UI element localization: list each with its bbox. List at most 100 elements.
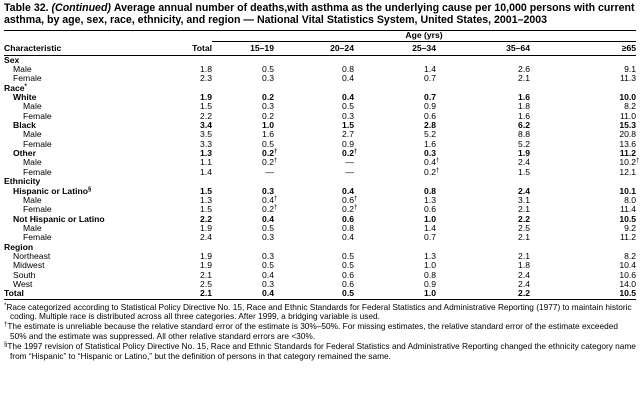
table-cell: 0.7 [354,92,436,102]
cell-text: 20.8 [619,129,637,140]
table-cell: 11.3 [530,74,636,83]
table-cell: 0.5 [274,261,354,270]
table-cell: 0.3 [212,250,274,261]
table-cell: 1.5 [154,102,212,111]
cell-text: Race [4,82,25,93]
cell-text: 1.5 [342,120,354,131]
table-cell: 0.5 [274,102,354,111]
footnote: †The estimate is unreliable because the … [4,321,636,342]
cell-text: Other [13,148,36,159]
table-cell: 9.1 [530,64,636,74]
cell-text: 2.2 [200,110,212,121]
cell-text: — [345,166,354,177]
table-cell: 0.9 [354,279,436,289]
row-label: Female [4,74,154,83]
row-label: Female [4,166,154,177]
table-cell: 0.3 [354,148,436,158]
table-cell: 2.4 [436,158,530,167]
footnote-mark: † [4,322,8,329]
table-cell: 1.0 [212,120,274,130]
table-cell: 0.8 [274,64,354,75]
cell-text: 14.0 [619,278,637,289]
row-label: Female [4,111,154,121]
cell-text: 0.4 [262,213,274,224]
cell-text: Male [23,129,42,140]
table-cell: 2.4 [154,233,212,242]
cell-text: Female [23,204,52,215]
cell-text: 1.0 [424,260,436,271]
cell-text: 10.5 [619,213,637,224]
table-cell: 10.6 [530,270,636,280]
row-label: Male [4,64,154,74]
cell-text: 2.8 [424,120,436,131]
cell-text: 0.6 [424,204,436,215]
table-cell: 2.2 [436,214,530,224]
cell-text: 2.6 [518,64,530,75]
table-cell: 11.2 [530,233,636,242]
table-cell: 2.4 [436,279,530,289]
table-cell: 1.8 [154,64,212,74]
cell-text: 1.9 [200,260,212,271]
cell-text: 1.6 [518,92,530,103]
title-text: Average annual number of deaths,with ast… [4,2,635,26]
table-cell: 0.2† [342,148,358,159]
cell-text: 2.1 [200,288,212,299]
table-cell: 0.2† [262,204,278,215]
cell-text: 2.5 [200,278,212,289]
cell-text: 0.6 [424,110,436,121]
table-row: Hispanic or Latino§ 1.5 0.3 0.4 0.8 2.4 10.1 [4,185,636,196]
table-cell: 2.1 [154,288,212,300]
table-cell: 0.4 [212,270,274,280]
cell-text: 0.4 [262,288,274,299]
table-row: Female 2.4 0.3 0.4 0.7 2.1 11.2 [4,233,636,242]
title-label: Table 32. [4,2,49,14]
cell-text: 0.8 [342,64,354,75]
table-cell: 0.4 [274,186,354,196]
cell-text: 0.3 [262,250,274,261]
row-label: West [4,279,154,289]
table-cell: 0.4 [212,288,274,300]
cell-text: Female [23,166,52,177]
cell-text: Male [23,194,42,205]
table-row: Not Hispanic or Latino 2.2 0.4 0.6 1.0 2.2 10.… [4,213,637,224]
cell-text: 0.5 [262,222,274,233]
table-cell: 1.3 [354,194,436,205]
cell-text: 0.4 [262,194,274,205]
cell-text: 10.0 [619,92,637,103]
table-cell: 2.1 [436,251,530,261]
table-row: White 1.9 0.2 0.4 0.7 1.6 10.0 [4,92,637,103]
cell-text: Female [23,138,52,149]
table-cell: 6.2 [436,120,530,130]
cell-text: Hispanic or Latino [13,185,88,196]
table-cell: 1.9 [154,251,212,261]
table-cell: 0.7 [354,233,436,242]
cell-text: 0.6 [342,269,354,280]
table-row: Black 3.4 1.0 1.5 2.8 6.2 15.3 [4,120,636,131]
cell-text: South [13,269,36,280]
table-cell: 0.4 [274,92,354,102]
cell-text: 2.5 [518,222,530,233]
table-cell: 2.2 [154,110,212,121]
cell-text: 0.9 [424,101,436,112]
cell-text: 3.1 [518,194,530,205]
table-cell: — [274,158,354,167]
table-cell: 2.1 [436,205,530,214]
cell-text: 1.3 [200,194,212,205]
footnote: §The 1997 revision of Statistical Policy… [4,341,636,362]
table-cell: 1.6 [212,130,274,139]
table-cell: 0.2† [342,204,358,215]
table-cell: 5.2 [436,139,530,149]
cell-text: 2.2 [518,288,530,299]
cell-text: 1.0 [424,288,436,299]
cell-text: 1.3 [424,194,436,205]
cell-text: 1.8 [518,260,530,271]
cell-text: Sex [4,54,20,65]
column-header: 15–19 [212,41,274,56]
cell-text: 0.6 [342,213,354,224]
cell-text: Region [4,241,34,252]
table-cell: 20.8 [530,130,636,139]
cell-text: 2.3 [200,73,212,84]
table-cell: 0.2 [212,92,274,102]
cell-text: — [265,166,274,177]
table-cell: 0.5 [274,289,354,300]
